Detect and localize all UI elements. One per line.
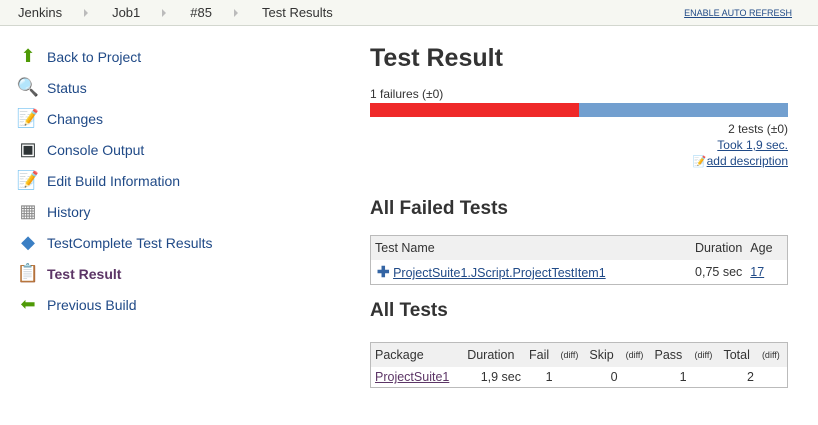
notepad-icon: 📝 [692, 156, 707, 168]
failed-tests-heading: All Failed Tests [370, 198, 508, 219]
sidebar-item-label: TestComplete Test Results [47, 234, 213, 251]
package-link[interactable]: ProjectSuite1 [375, 370, 450, 384]
add-description-link[interactable]: add description [706, 154, 788, 168]
sidebar-item-test-result[interactable]: 📋 Test Result [17, 258, 212, 289]
col-total-diff[interactable]: (diff) [757, 342, 788, 367]
failed-tests-table: Test Name Duration Age ✚ ProjectSuite1.JSc… [370, 235, 788, 285]
failures-summary: 1 failures (±0) [370, 87, 444, 101]
history-chart-icon: ▦ [19, 201, 37, 221]
breadcrumb-build[interactable]: #85 [190, 5, 212, 20]
sidebar-item-label: Test Result [47, 265, 122, 282]
testcomplete-icon: ◆ [21, 232, 35, 252]
sidebar-item-console-output[interactable]: ▣ Console Output [17, 134, 212, 165]
col-duration[interactable]: Duration [691, 235, 747, 260]
sidebar-item-status[interactable]: 🔍 Status [17, 72, 212, 103]
age-link[interactable]: 17 [750, 265, 765, 279]
fail-count: 1 [545, 370, 553, 384]
col-test-name[interactable]: Test Name [370, 235, 692, 260]
sidebar-item-label: Back to Project [47, 48, 142, 65]
enable-auto-refresh-link[interactable]: ENABLE AUTO REFRESH [684, 8, 792, 18]
main-panel: Test Result 1 failures (±0) 2 tests (±0)… [370, 40, 788, 388]
sidebar-item-changes[interactable]: 📝 Changes [17, 103, 212, 134]
breadcrumb-jenkins[interactable]: Jenkins [18, 5, 63, 20]
col-total[interactable]: Total [719, 342, 758, 367]
sidebar-item-label: Previous Build [47, 296, 137, 313]
fail-bar [370, 103, 579, 117]
page-title: Test Result [370, 44, 503, 72]
sidebar-item-back-to-project[interactable]: ⬆ Back to Project [17, 41, 212, 72]
sidebar: ⬆ Back to Project 🔍 Status 📝 Changes ▣ Console … [17, 41, 213, 320]
expand-plus-icon[interactable]: ✚ [377, 264, 390, 281]
terminal-icon: ▣ [19, 139, 37, 159]
col-skip[interactable]: Skip [585, 342, 622, 367]
clipboard-icon: 📋 [16, 263, 40, 283]
chevron-right-icon[interactable] [233, 8, 238, 17]
col-duration[interactable]: Duration [463, 342, 526, 367]
package-duration: 1,9 sec [480, 370, 522, 384]
col-pass[interactable]: Pass [650, 342, 691, 367]
col-pass-diff[interactable]: (diff) [690, 342, 720, 367]
all-tests-table: Package Duration Fail (diff) Skip (diff)… [370, 342, 788, 388]
sidebar-item-testcomplete-test-results[interactable]: ◆ TestComplete Test Results [17, 227, 212, 258]
sidebar-item-history[interactable]: ▦ History [17, 196, 212, 227]
all-tests-heading: All Tests [370, 300, 448, 321]
sidebar-item-edit-build-information[interactable]: 📝 Edit Build Information [17, 165, 212, 196]
breadcrumb-test-results[interactable]: Test Results [261, 5, 333, 20]
skip-count: 0 [610, 370, 618, 384]
magnifier-icon: 🔍 [16, 77, 40, 97]
col-fail-diff[interactable]: (diff) [556, 342, 586, 367]
took-link[interactable]: Took 1,9 sec. [717, 138, 788, 152]
result-bar [370, 103, 788, 117]
table-row: ProjectSuite1 1,9 sec 1 0 1 2 [371, 367, 788, 388]
test-duration: 0,75 sec [695, 265, 743, 279]
up-arrow-icon: ⬆ [20, 46, 36, 66]
notepad-icon: 📝 [16, 108, 40, 128]
sidebar-item-label: Changes [47, 110, 104, 127]
pass-bar [579, 103, 788, 117]
sidebar-item-label: Edit Build Information [47, 172, 181, 189]
tests-count: 2 tests (±0) [728, 122, 788, 136]
col-fail[interactable]: Fail [525, 342, 557, 367]
sidebar-item-label: History [47, 203, 91, 220]
chevron-right-icon[interactable] [162, 8, 167, 17]
notepad-icon: 📝 [16, 170, 40, 190]
total-count: 2 [746, 370, 754, 384]
chevron-right-icon[interactable] [84, 8, 89, 17]
pass-count: 1 [679, 370, 687, 384]
breadcrumb-bar: Jenkins Job1 #85 Test Results ENABLE AUT… [0, 0, 818, 26]
col-skip-diff[interactable]: (diff) [621, 342, 651, 367]
col-age[interactable]: Age [746, 235, 788, 260]
col-package[interactable]: Package [370, 342, 464, 367]
test-link[interactable]: ProjectSuite1.JScript.ProjectTestItem1 [393, 266, 606, 280]
sidebar-item-label: Console Output [47, 141, 145, 158]
table-row: ✚ ProjectSuite1.JScript.ProjectTestItem1… [371, 260, 788, 285]
sidebar-item-previous-build[interactable]: ⬅ Previous Build [17, 289, 212, 320]
left-arrow-icon: ⬅ [20, 294, 36, 314]
sidebar-item-label: Status [47, 79, 87, 96]
breadcrumb-job[interactable]: Job1 [112, 5, 141, 20]
